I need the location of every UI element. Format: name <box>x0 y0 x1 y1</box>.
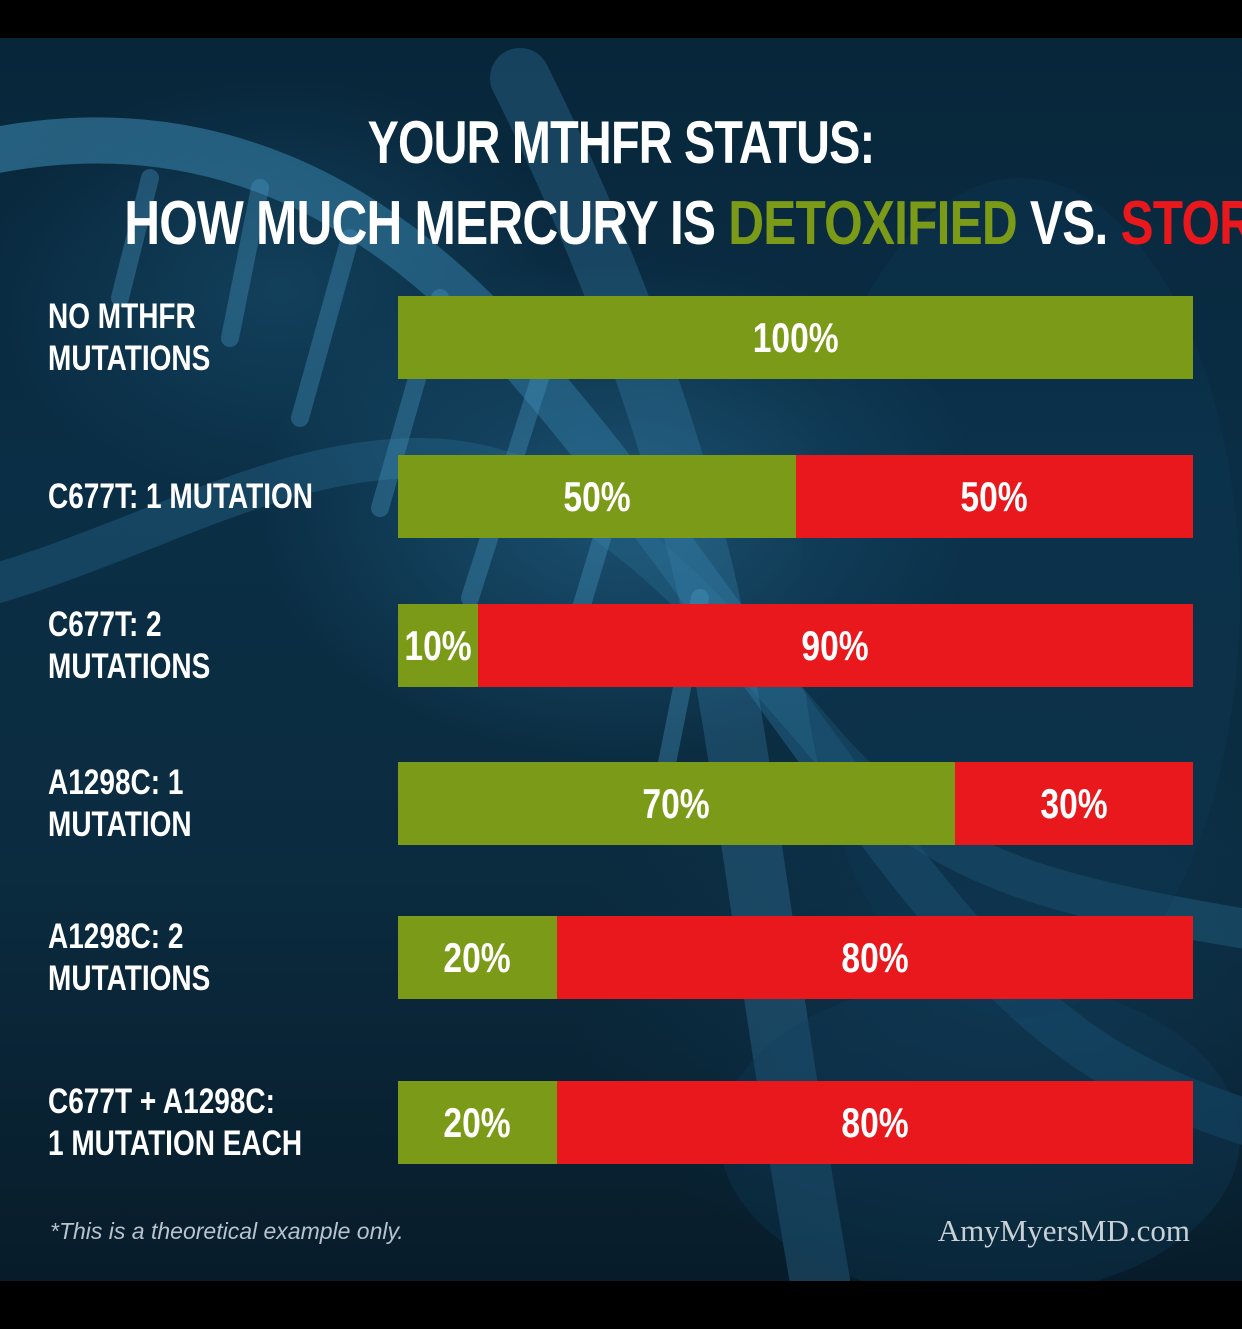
infographic-canvas: YOUR MTHFR STATUS: HOW MUCH MERCURY IS D… <box>0 38 1242 1281</box>
detoxified-bar-segment: 50% <box>398 455 796 538</box>
bar-value-label: 80% <box>841 933 909 981</box>
stored-bar-segment: 30% <box>954 762 1193 845</box>
stored-bar-segment: 80% <box>557 916 1193 999</box>
row-label: A1298C: 1 MUTATION <box>48 762 192 844</box>
bar-row: 20% 80% <box>398 916 1193 999</box>
bar-row: 70% 30% <box>398 762 1193 845</box>
row-label: C677T: 1 MUTATION <box>48 476 313 516</box>
detoxified-bar-segment: 100% <box>398 296 1193 379</box>
title-prefix: HOW MUCH MERCURY IS <box>124 189 729 258</box>
bar-row: 50% 50% <box>398 455 1193 538</box>
title-line-1: YOUR MTHFR STATUS: <box>367 109 876 176</box>
bar-value-label: 100% <box>752 313 839 361</box>
row-label: C677T + A1298C: 1 MUTATION EACH <box>48 1081 303 1163</box>
bar-value-label: 50% <box>563 472 631 520</box>
footnote: *This is a theoretical example only. <box>50 1218 404 1244</box>
row-label: NO MTHFR MUTATIONS <box>48 296 211 378</box>
bar-value-label: 80% <box>841 1098 909 1146</box>
bar-value-label: 30% <box>1040 779 1108 827</box>
title-detoxified-word: DETOXIFIED <box>728 189 1018 258</box>
bar-value-label: 20% <box>443 1098 512 1146</box>
detoxified-bar-segment: 20% <box>398 1081 557 1164</box>
bar-value-label: 50% <box>960 472 1028 520</box>
bar-row: 10% 90% <box>398 604 1193 687</box>
title-stored-word: STORED? <box>1120 189 1242 258</box>
row-label: A1298C: 2 MUTATIONS <box>48 916 211 998</box>
stored-bar-segment: 90% <box>477 604 1193 687</box>
bar-value-label: 10% <box>404 621 472 669</box>
title-line-2: HOW MUCH MERCURY IS DETOXIFIED VS. STORE… <box>124 188 1242 259</box>
detoxified-bar-segment: 70% <box>398 762 955 845</box>
bar-value-label: 20% <box>443 933 512 981</box>
bar-value-label: 90% <box>801 621 869 669</box>
row-label: C677T: 2 MUTATIONS <box>48 604 211 686</box>
stored-bar-segment: 80% <box>557 1081 1193 1164</box>
title-versus: VS. <box>1016 189 1121 258</box>
bar-row: 20% 80% <box>398 1081 1193 1164</box>
detoxified-bar-segment: 20% <box>398 916 557 999</box>
brand-url: AmyMyersMD.com <box>937 1213 1190 1248</box>
bar-row: 100% <box>398 296 1193 379</box>
stored-bar-segment: 50% <box>795 455 1193 538</box>
bar-value-label: 70% <box>642 779 710 827</box>
detoxified-bar-segment: 10% <box>398 604 478 687</box>
